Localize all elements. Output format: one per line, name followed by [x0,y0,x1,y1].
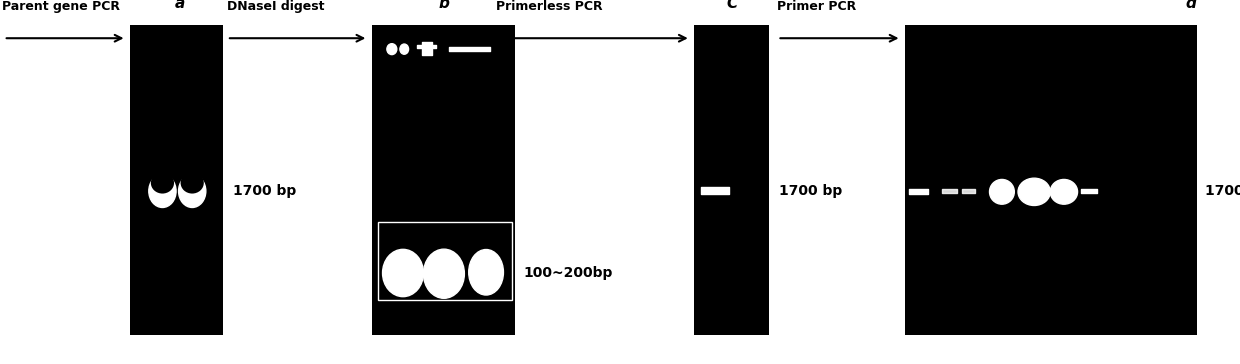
Text: 1700 bp: 1700 bp [233,184,296,198]
Text: Parent gene PCR: Parent gene PCR [2,0,120,13]
Ellipse shape [149,175,176,207]
Bar [905,25,1197,335]
Ellipse shape [151,172,174,194]
Ellipse shape [1050,179,1078,204]
Text: 1700 bp: 1700 bp [779,184,842,198]
Text: 1700 bp: 1700 bp [1205,184,1240,198]
Ellipse shape [382,249,423,297]
Bar [372,25,515,335]
Text: Primerless PCR: Primerless PCR [496,0,603,13]
Ellipse shape [181,172,203,194]
Ellipse shape [469,250,503,295]
Ellipse shape [179,175,206,207]
Bar [130,25,223,335]
Text: d: d [1185,0,1195,11]
Bar [694,25,769,335]
Ellipse shape [423,249,464,298]
Bar [378,222,512,300]
Ellipse shape [399,44,408,54]
Text: Primer PCR: Primer PCR [777,0,857,13]
Text: a: a [175,0,185,11]
Ellipse shape [990,179,1014,204]
Text: 100~200bp: 100~200bp [523,266,613,280]
Text: DNaseI digest: DNaseI digest [227,0,325,13]
Ellipse shape [387,44,397,55]
Ellipse shape [1018,178,1050,205]
Text: C: C [725,0,738,11]
Text: b: b [439,0,449,11]
